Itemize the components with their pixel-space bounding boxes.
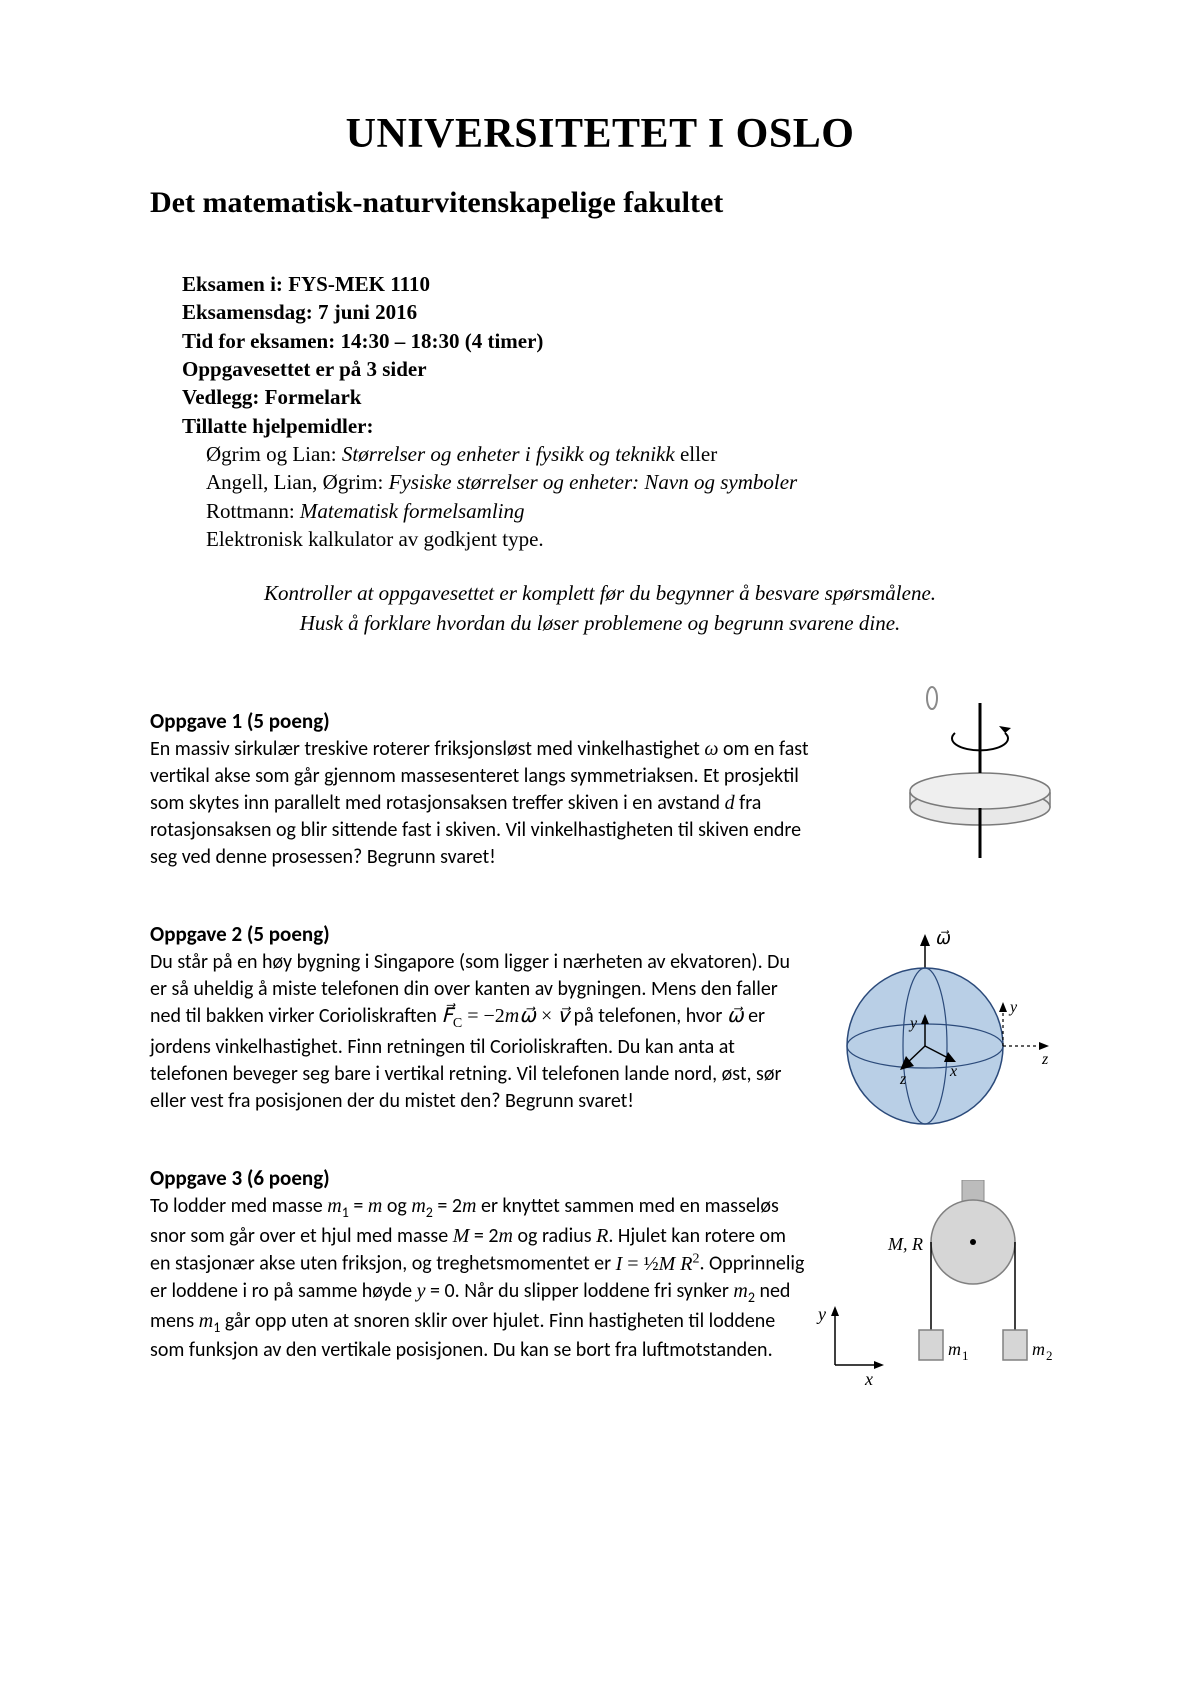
svg-text:1: 1 [962, 1348, 969, 1363]
exam-label: Eksamen i: [182, 272, 283, 296]
notice-line-2: Husk å forklare hvordan du løser problem… [150, 609, 1050, 638]
svg-text:z: z [1041, 1051, 1049, 1068]
problems: Oppgave 1 (5 poeng) En massiv sirkulær t… [150, 708, 1050, 1364]
aids-label: Tillatte hjelpemidler: [182, 414, 374, 438]
svg-text:m: m [1032, 1339, 1045, 1359]
date-label: Eksamensdag: [182, 300, 313, 324]
attachment-label: Vedlegg: [182, 385, 259, 409]
problem-body: Du står på en høy bygning i Singapore (s… [150, 949, 810, 1115]
attachment-line: Vedlegg: Formelark [182, 383, 1050, 411]
date-value: 7 juni 2016 [318, 300, 417, 324]
pages-label: Oppgavesettet er på 3 sider [182, 357, 427, 381]
svg-text:y: y [908, 1015, 918, 1032]
figure-earth: ω⃗ y x z [820, 926, 1060, 1151]
svg-text:y: y [816, 1304, 826, 1324]
university-name: UNIVERSITETET I OSLO [150, 110, 1050, 158]
exam-notice: Kontroller at oppgavesettet er komplett … [150, 579, 1050, 638]
aids-label-line: Tillatte hjelpemidler: [182, 412, 1050, 440]
faculty-name: Det matematisk-naturvitenskapelige fakul… [150, 186, 1050, 220]
svg-text:M, R: M, R [887, 1234, 923, 1254]
aids-line: Øgrim og Lian: Størrelser og enheter i f… [206, 440, 1050, 468]
aids-list: Øgrim og Lian: Størrelser og enheter i f… [206, 440, 1050, 553]
exam-course-line: Eksamen i: FYS-MEK 1110 [182, 270, 1050, 298]
problem-body: En massiv sirkulær treskive roterer frik… [150, 736, 810, 871]
problem-2: Oppgave 2 (5 poeng) Du står på en høy by… [150, 921, 1050, 1115]
svg-text:m: m [948, 1339, 961, 1359]
svg-text:2: 2 [1046, 1348, 1053, 1363]
problem-body: To lodder med masse m1 = m og m2 = 2m er… [150, 1193, 810, 1364]
svg-text:x: x [864, 1369, 873, 1389]
time-label: Tid for eksamen: [182, 329, 335, 353]
problem-3: Oppgave 3 (6 poeng) To lodder med masse … [150, 1165, 1050, 1364]
attachment-value: Formelark [265, 385, 362, 409]
exam-info: Eksamen i: FYS-MEK 1110 Eksamensdag: 7 j… [182, 270, 1050, 553]
svg-text:z: z [899, 1071, 907, 1088]
time-value: 14:30 – 18:30 (4 timer) [340, 329, 543, 353]
pages-line: Oppgavesettet er på 3 sider [182, 355, 1050, 383]
exam-page: UNIVERSITETET I OSLO Det matematisk-natu… [0, 0, 1200, 1697]
aids-line: Rottmann: Matematisk formelsamling [206, 497, 1050, 525]
notice-line-1: Kontroller at oppgavesettet er komplett … [150, 579, 1050, 608]
figure-atwood: M, R m 1 m 2 y x [810, 1180, 1060, 1400]
svg-text:ω⃗: ω⃗ [936, 928, 951, 948]
svg-text:y: y [1008, 999, 1018, 1016]
exam-time-line: Tid for eksamen: 14:30 – 18:30 (4 timer) [182, 327, 1050, 355]
aids-line: Elektronisk kalkulator av godkjent type. [206, 525, 1050, 553]
exam-date-line: Eksamensdag: 7 juni 2016 [182, 298, 1050, 326]
figure-disk [870, 678, 1060, 873]
exam-value: FYS-MEK 1110 [288, 272, 430, 296]
problem-1: Oppgave 1 (5 poeng) En massiv sirkulær t… [150, 708, 1050, 871]
aids-line: Angell, Lian, Øgrim: Fysiske størrelser … [206, 468, 1050, 496]
svg-text:x: x [949, 1063, 957, 1080]
